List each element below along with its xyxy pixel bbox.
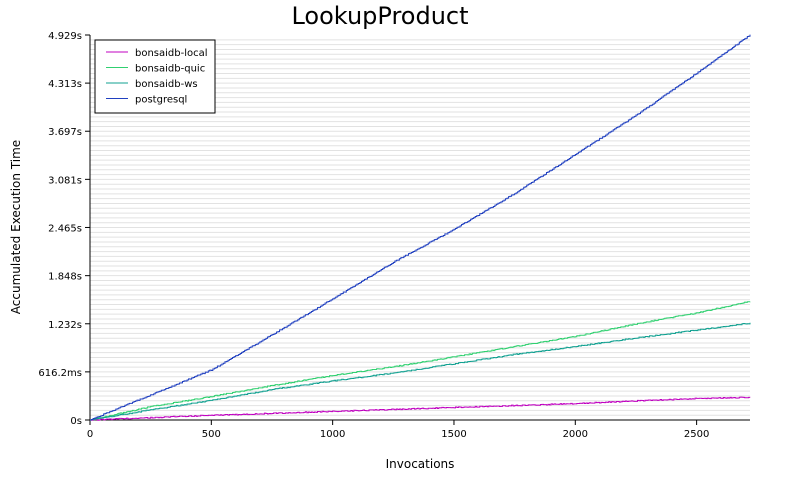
y-axis-label: Accumulated Execution Time: [9, 140, 23, 314]
legend-label: bonsaidb-ws: [135, 79, 198, 90]
y-tick-label: 3.697s: [48, 127, 82, 138]
x-tick-label: 0: [87, 429, 93, 440]
series-line-bonsaidb-quic: [90, 301, 751, 421]
y-tick-label: 3.081s: [48, 175, 82, 186]
series-line-postgresql: [90, 34, 751, 421]
legend-label: postgresql: [135, 95, 187, 106]
y-tick-label: 4.929s: [48, 31, 82, 42]
legend: bonsaidb-local bonsaidb-quic bonsaidb-ws po…: [94, 39, 216, 114]
y-tick-label: 0s: [70, 416, 82, 427]
legend-label: bonsaidb-local: [135, 48, 208, 59]
x-tick-label: 2000: [563, 429, 588, 440]
y-tick-label: 1.232s: [48, 320, 82, 331]
y-tick-label: 4.313s: [48, 79, 82, 90]
legend-label: bonsaidb-quic: [135, 64, 205, 75]
y-tick-label: 1.848s: [48, 272, 82, 283]
x-axis-ticks: 0 500 1000 1500 2000 2500: [87, 420, 709, 440]
series-line-bonsaidb-ws: [90, 322, 751, 421]
x-tick-label: 2500: [684, 429, 709, 440]
x-axis-label: Invocations: [386, 457, 455, 471]
x-tick-label: 1500: [441, 429, 466, 440]
y-tick-label: 2.465s: [48, 223, 82, 234]
series-line-bonsaidb-local: [90, 396, 751, 421]
y-axis-ticks: 0s 616.2ms 1.232s 1.848s 2.465s 3.081s 3.697s 4…: [38, 31, 90, 427]
series-lines: [90, 34, 751, 421]
x-tick-label: 500: [202, 429, 221, 440]
chart-title: LookupProduct: [291, 2, 468, 30]
x-tick-label: 1000: [320, 429, 345, 440]
y-tick-label: 616.2ms: [38, 368, 82, 379]
